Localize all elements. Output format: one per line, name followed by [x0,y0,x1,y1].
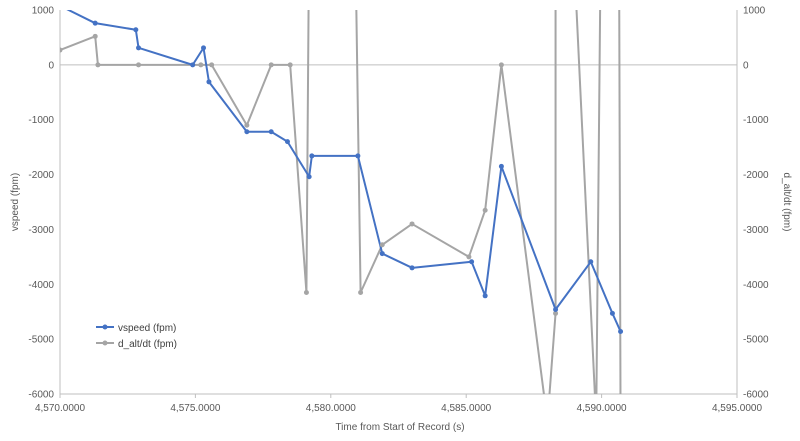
x-tick-label: 4,585.0000 [441,403,491,414]
x-tick-label: 4,595.0000 [712,403,762,414]
data-point-vspeed [409,265,415,271]
data-point-vspeed [482,293,488,299]
data-point-dalt [268,62,274,68]
series-line-vspeed [66,10,622,332]
data-point-vspeed [609,310,615,316]
y-tick-label: -1000 [28,115,54,126]
data-point-vspeed [309,153,315,159]
data-point-vspeed [306,174,312,180]
y2-tick-label: -6000 [743,390,769,401]
data-point-vspeed [469,259,475,265]
y2-tick-label: -3000 [743,225,769,236]
data-point-dalt [466,254,472,260]
data-point-vspeed [206,79,212,85]
data-point-vspeed [588,259,594,265]
x-tick-label: 4,570.0000 [35,403,85,414]
x-tick-label: 4,575.0000 [170,403,220,414]
data-point-dalt [244,122,250,128]
y-axis-title: vspeed (fpm) [10,173,21,231]
tick-labels: 4,570.0000 4,575.0000 4,580.0000 4,585.0000… [28,6,769,415]
data-point-vspeed [244,129,250,135]
data-point-dalt [209,62,215,68]
x-tick-label: 4,580.0000 [306,403,356,414]
markers-layer [44,0,624,424]
y2-tick-label: -2000 [743,170,769,181]
data-point-dalt [198,62,204,68]
data-point-dalt [545,419,550,424]
data-point-vspeed [136,45,142,51]
y-tick-label: 1000 [32,6,55,17]
y2-tick-label: -5000 [743,335,769,346]
data-point-vspeed [268,129,274,135]
data-point-vspeed [190,62,196,68]
x-axis-title: Time from Start of Record (s) [335,422,464,433]
y2-tick-label: -4000 [743,280,769,291]
data-point-dalt [303,290,309,296]
y-tick-label: -4000 [28,280,54,291]
data-point-vspeed [379,251,385,257]
data-point-dalt [482,207,488,213]
data-point-dalt [498,62,504,68]
legend: vspeed (fpm) d_alt/dt (fpm) [96,323,177,350]
legend-marker-dalt [102,340,108,346]
data-point-dalt [136,62,142,68]
data-point-vspeed [201,45,207,51]
data-point-vspeed [498,163,504,169]
data-point-dalt [594,419,599,424]
data-point-dalt [379,242,385,248]
data-point-vspeed [553,307,559,313]
legend-label-dalt: d_alt/dt (fpm) [118,339,177,350]
y-tick-label: -3000 [28,225,54,236]
data-point-dalt [92,33,98,39]
y-tick-label: -6000 [28,390,54,401]
data-point-dalt [409,221,415,227]
legend-label-vspeed: vspeed (fpm) [118,323,176,334]
data-point-vspeed [92,20,98,26]
data-point-vspeed [618,328,624,334]
y-tick-label: -5000 [28,335,54,346]
data-point-vspeed [44,0,49,2]
data-point-dalt [287,62,293,68]
y2-tick-label: 0 [743,60,749,71]
y-tick-label: -2000 [28,170,54,181]
data-point-dalt [553,310,559,316]
y2-tick-label: -1000 [743,115,769,126]
data-point-vspeed [133,27,139,33]
data-point-vspeed [284,139,290,145]
x-tick-label: 4,590.0000 [577,403,627,414]
legend-marker-vspeed [102,324,108,330]
y2-axis-title: d_alt/dt (fpm) [781,173,792,232]
y2-tick-label: 1000 [743,6,766,17]
plot-area [60,10,737,394]
data-point-vspeed [355,153,361,159]
data-point-dalt [358,290,364,296]
y-tick-label: 0 [48,60,54,71]
data-point-dalt [60,47,63,53]
data-point-dalt [618,419,623,424]
data-point-dalt [95,62,101,68]
